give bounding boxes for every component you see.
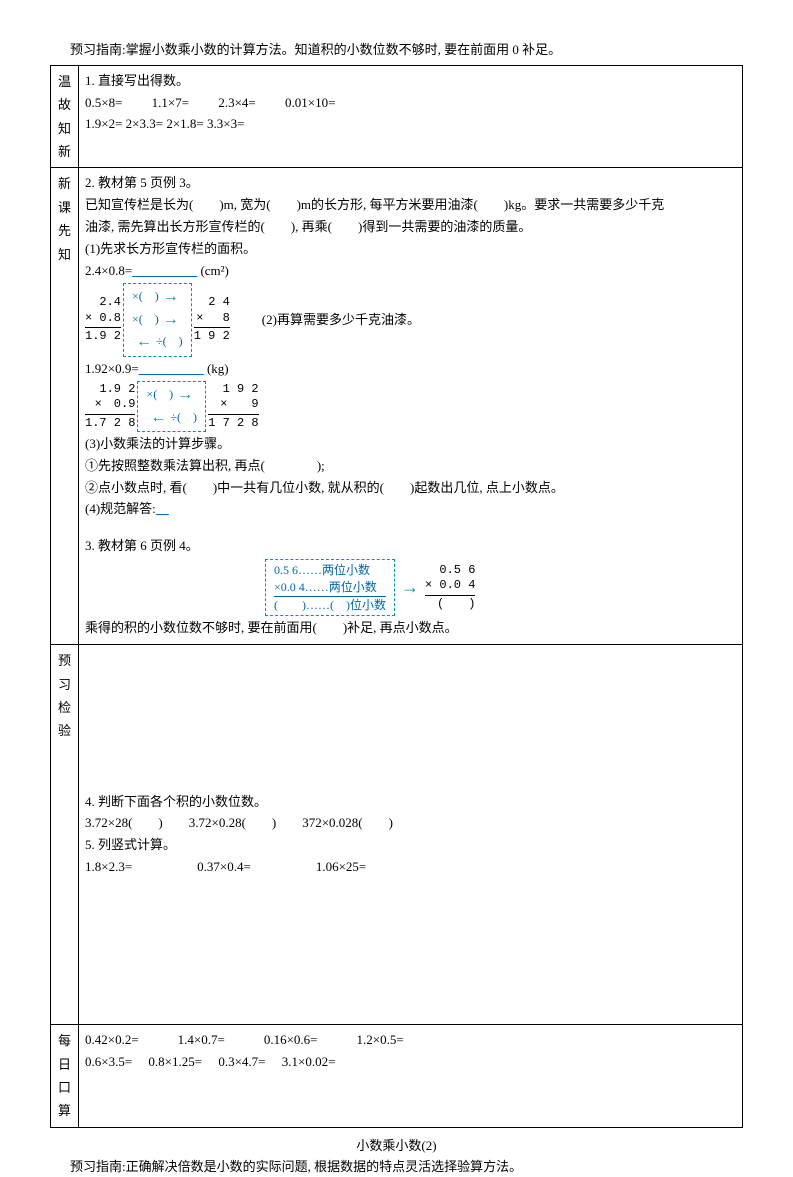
text-line: (4)规范解答: [85, 499, 736, 520]
text-line: (1)先求长方形宣传栏的面积。 [85, 239, 736, 260]
section-label-3: 预习检验 [51, 645, 79, 1025]
text-line: (2)再算需要多少千克油漆。 [262, 310, 420, 331]
worksheet-table: 温故知新 1. 直接写出得数。 0.5×8= 1.1×7= 2.3×4= 0.0… [50, 65, 743, 1128]
text-line: 2. 教材第 5 页例 3。 [85, 173, 736, 194]
text-line: ②点小数点时, 看( )中一共有几位小数, 就从积的( )起数出几位, 点上小数… [85, 478, 736, 499]
section-label-1: 温故知新 [51, 65, 79, 168]
text-line: 乘得的积的小数位数不够时, 要在前面用( )补足, 再点小数点。 [85, 618, 736, 639]
text-line: 1.8×2.3= 0.37×0.4= 1.06×25= [85, 857, 736, 878]
text-line: 1.92×0.9= (kg) [85, 359, 736, 380]
text-line: 油漆, 需先算出长方形宣传栏的( ), 再乘( )得到一共需要的油漆的质量。 [85, 217, 736, 238]
text-line: 1. 直接写出得数。 [85, 71, 736, 92]
preview-guide-1: 预习指南:掌握小数乘小数的计算方法。知道积的小数位数不够时, 要在前面用 0 补… [50, 40, 743, 61]
text-line: 0.42×0.2= 1.4×0.7= 0.16×0.6= 1.2×0.5= [85, 1030, 736, 1051]
section-label-2: 新课先知 [51, 168, 79, 645]
text-line: 3.72×28( ) 3.72×0.28( ) 372×0.028( ) [85, 813, 736, 834]
section-content-4: 0.42×0.2= 1.4×0.7= 0.16×0.6= 1.2×0.5= 0.… [79, 1025, 743, 1128]
text-line: 1.9×2= 2×3.3= 2×1.8= 3.3×3= [85, 114, 736, 135]
section-content-2: 2. 教材第 5 页例 3。 已知宣传栏是长为( )m, 宽为( )m的长方形,… [79, 168, 743, 645]
text-line: 5. 列竖式计算。 [85, 835, 736, 856]
calculation-diagram-2: 1.9 2 × 0.9 1.7 2 8 ×( )→ ←÷( ) 1 9 2 × … [85, 381, 736, 432]
text-line: 3. 教材第 6 页例 4。 [85, 536, 736, 557]
example-4-diagram: 0.5 6……两位小数 ×0.0 4……两位小数 ( )……( )位小数 → 0… [265, 559, 736, 616]
section-label-4: 每日口算 [51, 1025, 79, 1128]
text-line: 4. 判断下面各个积的小数位数。 [85, 792, 736, 813]
text-line: 已知宣传栏是长为( )m, 宽为( )m的长方形, 每平方米要用油漆( )kg。… [85, 195, 736, 216]
text-line: 2.4×0.8= (cm²) [85, 261, 736, 282]
text-line: 0.6×3.5= 0.8×1.25= 0.3×4.7= 3.1×0.02= [85, 1052, 736, 1073]
preview-guide-2: 预习指南:正确解决倍数是小数的实际问题, 根据数据的特点灵活选择验算方法。 [50, 1157, 743, 1177]
section-content-3: 4. 判断下面各个积的小数位数。 3.72×28( ) 3.72×0.28( )… [79, 645, 743, 1025]
text-line: (3)小数乘法的计算步骤。 [85, 434, 736, 455]
section-content-1: 1. 直接写出得数。 0.5×8= 1.1×7= 2.3×4= 0.01×10=… [79, 65, 743, 168]
footer-title: 小数乘小数(2) [50, 1136, 743, 1157]
text-line: ①先按照整数乘法算出积, 再点( ); [85, 456, 736, 477]
calculation-diagram-1: 2.4 × 0.8 1.9 2 ×( )→ ×( )→ ←÷( ) 2 4 × … [85, 283, 736, 356]
text-line: 0.5×8= 1.1×7= 2.3×4= 0.01×10= [85, 93, 736, 114]
